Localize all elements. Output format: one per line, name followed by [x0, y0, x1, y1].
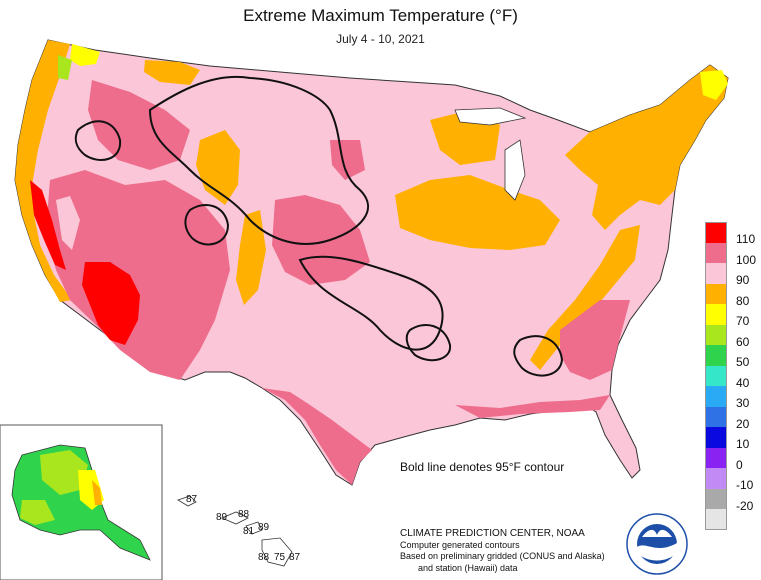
color-legend: 110 100 90 80 70 60 50 40 30 20 10 0 -10 -20	[705, 222, 761, 530]
rockies-80s-c	[144, 60, 200, 85]
legend-swatch	[705, 427, 727, 448]
legend-row: 0	[705, 447, 761, 472]
legend-swatch	[705, 304, 727, 325]
legend-row: 50	[705, 345, 761, 369]
lake-michigan	[504, 139, 526, 201]
contour-note: Bold line denotes 95°F contour	[400, 460, 565, 474]
northeast-80s	[565, 65, 728, 230]
legend-row: 80	[705, 283, 761, 308]
legend-swatch	[705, 242, 727, 263]
legend-label: 80	[736, 293, 750, 308]
hawaii-inset: 87 89 88 81 89 88 75 87	[177, 494, 301, 567]
legend-row: 40	[705, 365, 761, 390]
legend-swatch	[705, 365, 727, 386]
legend-row: 100	[705, 242, 761, 267]
lake-superior	[454, 107, 527, 126]
legend-swatch	[705, 263, 727, 284]
legend-label: 70	[736, 314, 750, 328]
legend-label: 110	[736, 232, 756, 246]
rockies-80s-a	[196, 130, 240, 205]
credit-source: Based on preliminary gridded (CONUS and …	[400, 551, 605, 561]
hawaii-value: 88	[258, 552, 270, 563]
legend-row: 70	[705, 304, 761, 328]
legend-row	[705, 509, 761, 530]
great-basin-100s	[46, 170, 230, 380]
central-valley-110s	[30, 180, 66, 270]
legend-swatch	[705, 222, 727, 243]
legend-swatch	[705, 509, 727, 530]
olympic-60s	[58, 55, 72, 80]
legend-swatch	[705, 324, 727, 345]
midwest-80s	[395, 175, 560, 250]
southeast-100s	[560, 300, 630, 380]
midatlantic-90s	[640, 215, 668, 280]
legend-row: 10	[705, 427, 761, 451]
credit-org: CLIMATE PREDICTION CENTER, NOAA	[400, 528, 585, 539]
legend-row: -10	[705, 468, 761, 492]
legend-label: 50	[736, 355, 750, 369]
pacific-coast-80s	[15, 40, 72, 302]
legend-row: 30	[705, 386, 761, 410]
legend-label: -10	[736, 478, 754, 492]
appalachian-80s	[530, 225, 640, 370]
maine-70s	[700, 70, 728, 100]
map-title: Extreme Maximum Temperature (°F)	[243, 6, 518, 25]
rockies-80s-b	[236, 210, 266, 305]
legend-swatch	[705, 406, 727, 427]
washington-70s	[70, 44, 100, 66]
legend-label: 60	[736, 334, 750, 349]
legend-swatch	[705, 345, 727, 366]
legend-label: -20	[736, 498, 754, 513]
legend-label: 100	[736, 252, 757, 267]
alaska-inset	[0, 424, 163, 580]
credit-source-cont: and station (Hawaii) data	[418, 562, 518, 573]
legend-swatch	[705, 488, 727, 509]
noaa-logo-icon: NOAA	[626, 513, 688, 575]
legend-swatch	[705, 468, 727, 489]
hawaii-value: 87	[289, 552, 301, 563]
legend-row: -20	[705, 488, 761, 513]
northwest-100s	[88, 80, 190, 170]
legend-row: 90	[705, 263, 761, 287]
dakota-100s	[330, 140, 365, 180]
gulf-coast-100s	[455, 395, 610, 418]
legend-swatch	[705, 386, 727, 407]
legend-row: 110	[705, 222, 761, 246]
legend-swatch	[705, 447, 727, 468]
legend-row: 60	[705, 324, 761, 349]
credit-method: Computer generated contours	[400, 539, 520, 550]
legend-label: 0	[736, 457, 743, 472]
hawaii-value: 81	[243, 526, 255, 537]
desert-southwest-110s	[82, 262, 140, 345]
texas-100s	[262, 388, 372, 485]
contour-95f	[74, 75, 564, 377]
plains-100s	[272, 195, 370, 285]
hawaii-value: 87	[186, 494, 198, 505]
legend-label: 20	[736, 416, 750, 431]
legend-row: 20	[705, 406, 761, 431]
hawaii-value: 75	[274, 552, 286, 563]
credit-block: CLIMATE PREDICTION CENTER, NOAA Computer…	[400, 528, 605, 574]
sierra-90s	[56, 196, 80, 250]
legend-swatch	[705, 283, 727, 304]
legend-label: 90	[736, 273, 750, 287]
hawaii-value: 88	[238, 509, 250, 520]
hawaii-value: 89	[258, 522, 270, 533]
hawaii-value: 89	[216, 512, 228, 523]
noaa-logo-text: NOAA	[647, 538, 668, 545]
legend-label: 30	[736, 396, 750, 410]
legend-label: 10	[736, 437, 750, 451]
date-range: July 4 - 10, 2021	[336, 32, 425, 46]
legend-label: 40	[736, 375, 750, 390]
